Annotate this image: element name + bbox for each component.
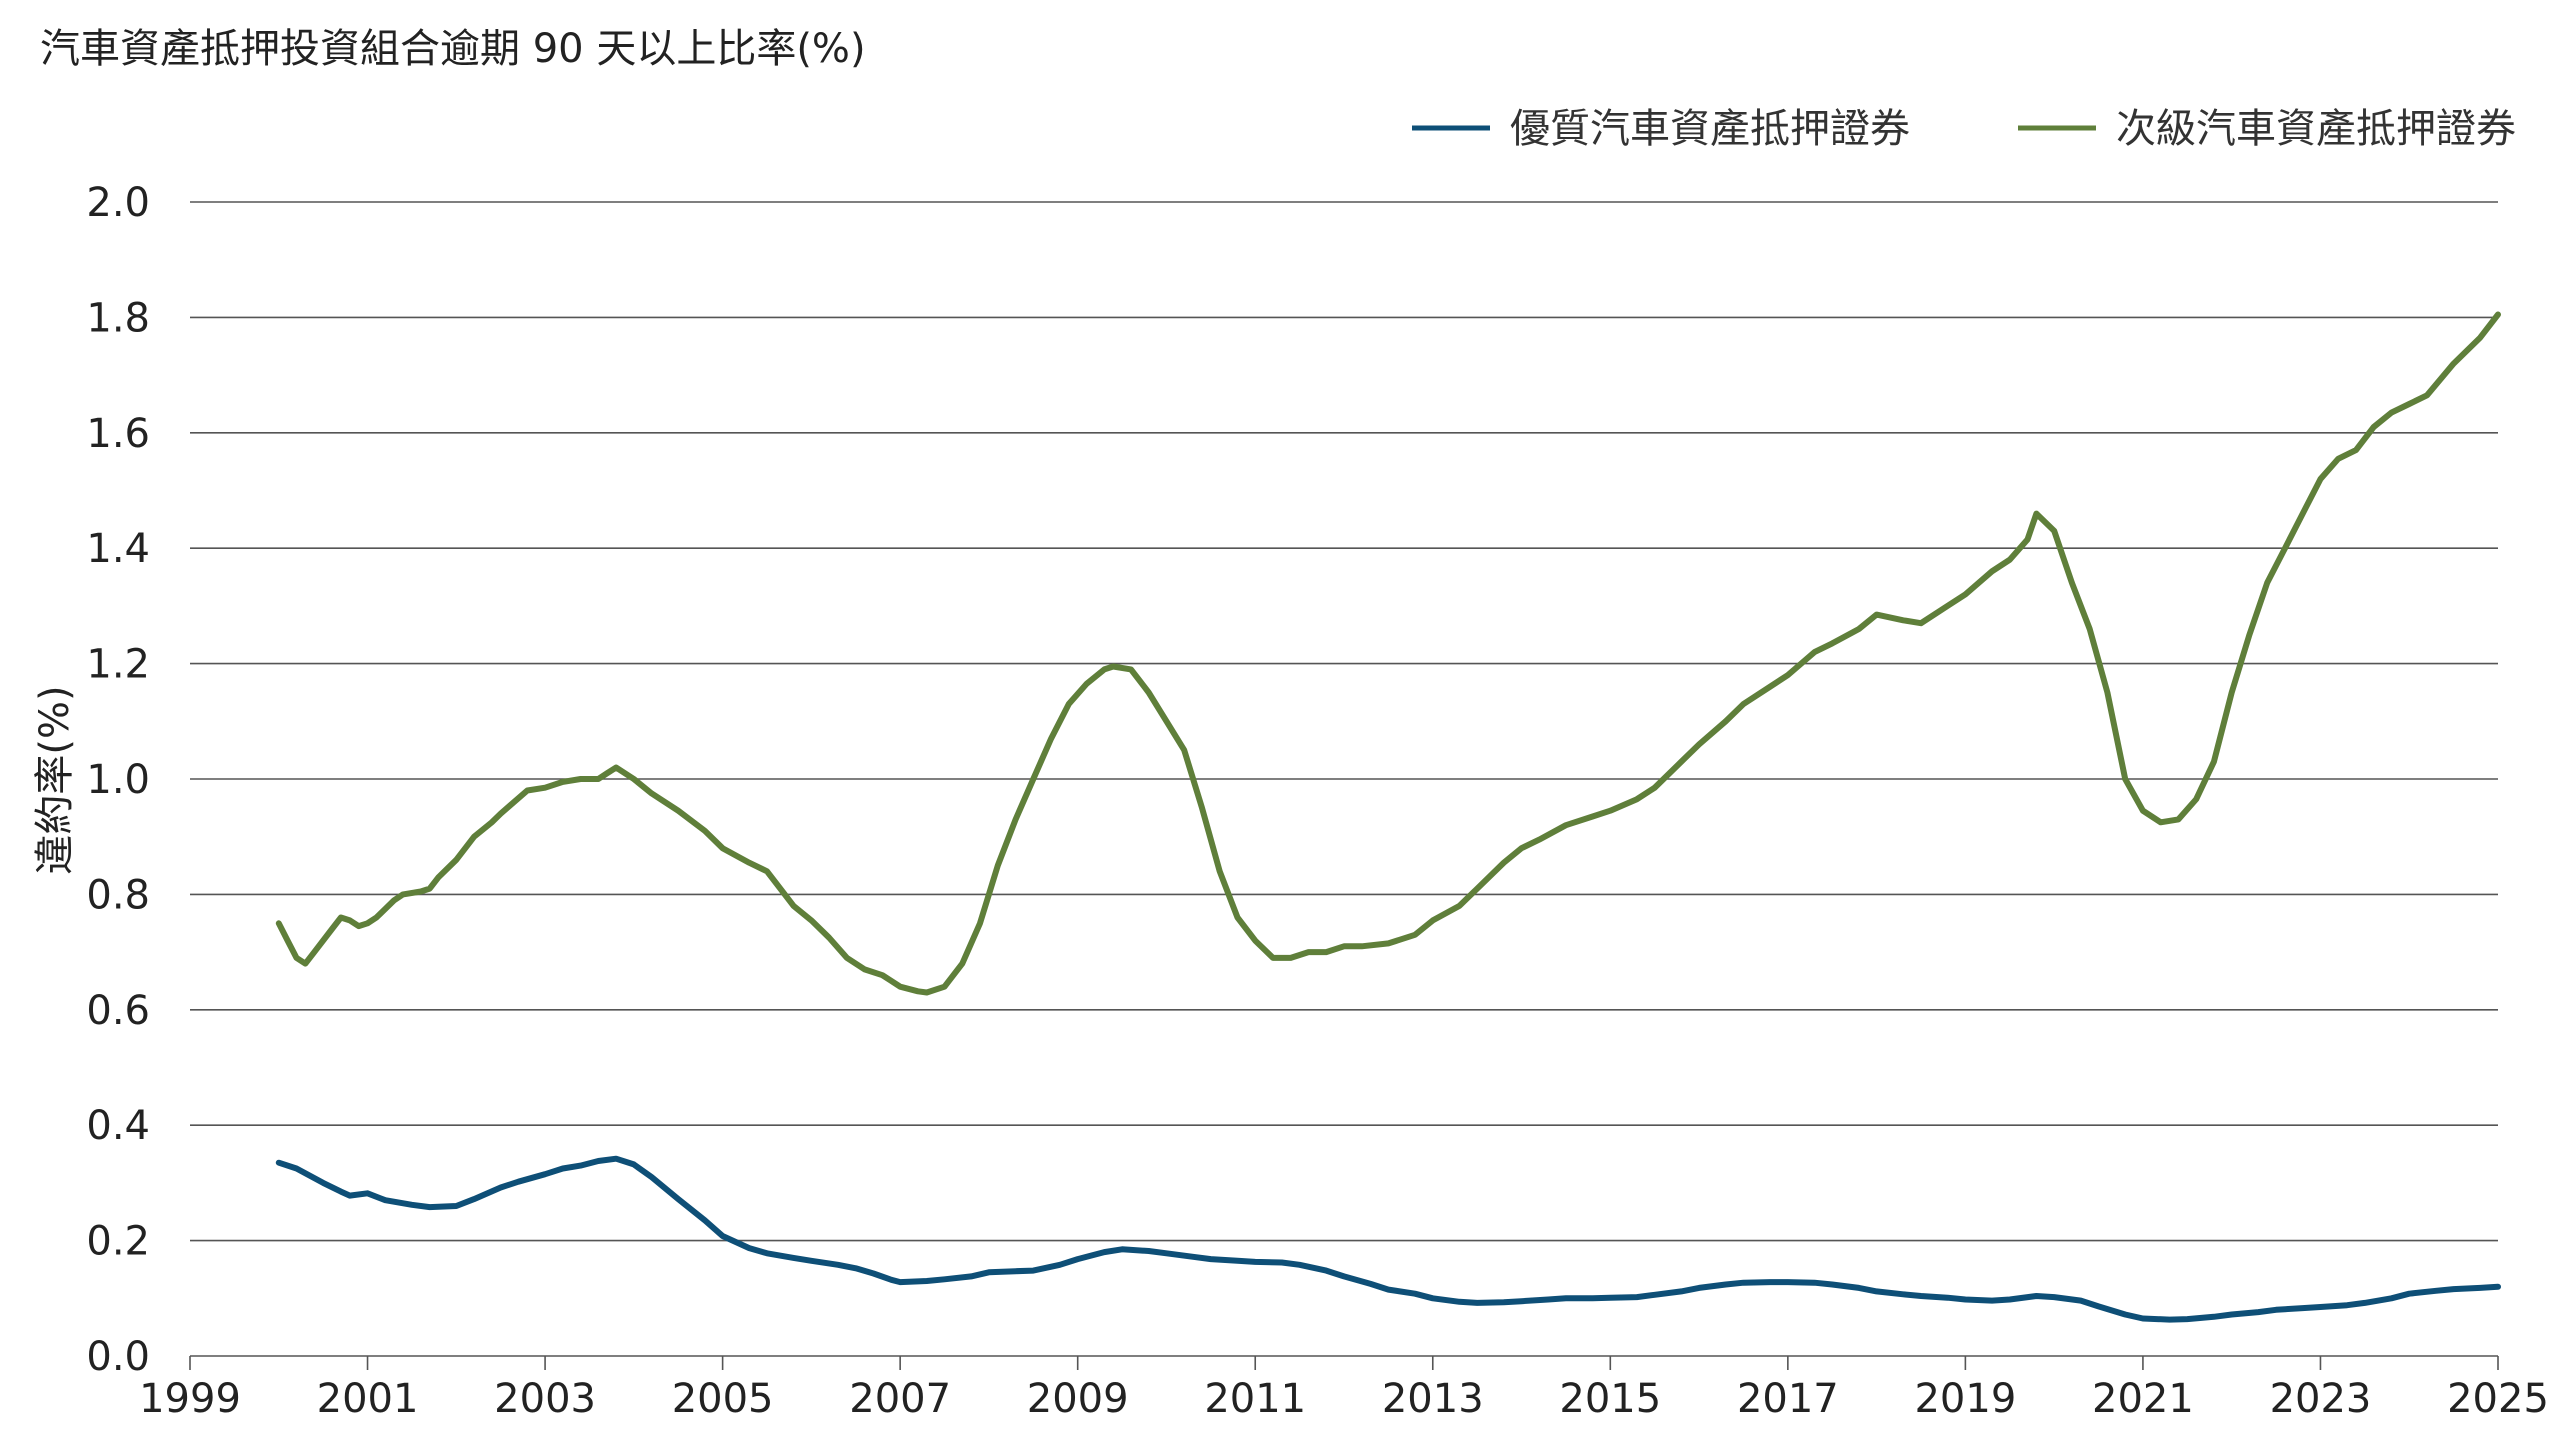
chart-legend: 優質汽車資產抵押證券 次級汽車資產抵押證券 bbox=[1412, 106, 2516, 152]
y-axis: 0.0 0.2 0.4 0.6 0.8 1.0 1.2 1.4 1.6 1.8 2.0 bbox=[86, 180, 150, 1380]
chart-title: 汽車資產抵押投資組合逾期 90 天以上比率(%) bbox=[40, 26, 866, 72]
x-tick-label: 2013 bbox=[1382, 1376, 1484, 1422]
y-tick-label: 1.2 bbox=[86, 642, 150, 688]
series-lines bbox=[275, 311, 2501, 1323]
legend-label-subprime: 次級汽車資產抵押證券 bbox=[2116, 106, 2516, 152]
x-tick-label: 1999 bbox=[139, 1376, 241, 1422]
gridlines bbox=[190, 201, 2498, 1357]
x-tick-label: 2025 bbox=[2447, 1376, 2549, 1422]
y-tick-label: 0.0 bbox=[86, 1334, 150, 1380]
y-axis-title: 違約率(%) bbox=[32, 685, 78, 874]
y-tick-label: 1.4 bbox=[86, 526, 150, 572]
series-line-prime bbox=[275, 1155, 2501, 1323]
series-line-subprime bbox=[275, 311, 2501, 996]
x-axis: 1999 2001 2003 2005 2007 2009 2011 2013 2015 2017… bbox=[139, 1356, 2549, 1422]
legend-label-prime: 優質汽車資產抵押證券 bbox=[1510, 106, 1910, 152]
x-tick-label: 2003 bbox=[494, 1376, 596, 1422]
y-tick-label: 1.8 bbox=[86, 295, 150, 341]
y-tick-label: 2.0 bbox=[86, 180, 150, 226]
y-tick-label: 0.8 bbox=[86, 872, 150, 918]
x-tick-label: 2023 bbox=[2270, 1376, 2372, 1422]
x-tick-label: 2001 bbox=[317, 1376, 419, 1422]
y-tick-label: 0.4 bbox=[86, 1103, 150, 1149]
y-tick-label: 1.0 bbox=[86, 757, 150, 803]
y-tick-label: 1.6 bbox=[86, 411, 150, 457]
x-tick-label: 2015 bbox=[1559, 1376, 1661, 1422]
x-tick-label: 2017 bbox=[1737, 1376, 1839, 1422]
x-tick-label: 2011 bbox=[1204, 1376, 1306, 1422]
x-tick-label: 2019 bbox=[1914, 1376, 2016, 1422]
x-tick-label: 2021 bbox=[2092, 1376, 2194, 1422]
x-tick-label: 2007 bbox=[849, 1376, 951, 1422]
y-tick-label: 0.6 bbox=[86, 988, 150, 1034]
x-tick-label: 2009 bbox=[1027, 1376, 1129, 1422]
y-tick-label: 0.2 bbox=[86, 1219, 150, 1265]
x-tick-label: 2005 bbox=[672, 1376, 774, 1422]
